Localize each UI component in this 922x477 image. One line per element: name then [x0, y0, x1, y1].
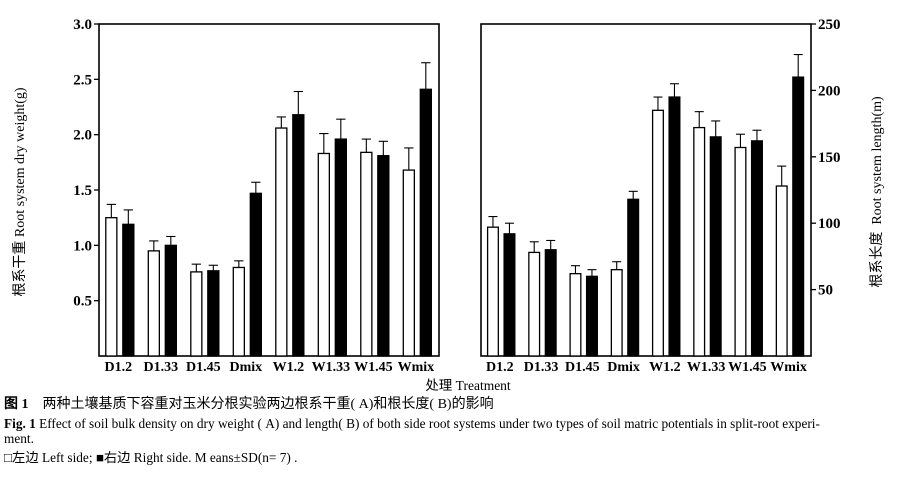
svg-text:1.5: 1.5	[73, 183, 92, 199]
svg-text:D1.45: D1.45	[186, 360, 221, 375]
svg-text:W1.2: W1.2	[273, 360, 305, 375]
svg-text:Dmix: Dmix	[607, 360, 640, 375]
svg-text:D1.33: D1.33	[144, 360, 179, 375]
svg-text:50: 50	[818, 283, 833, 299]
svg-text:Wmix: Wmix	[398, 360, 435, 375]
svg-text:D1.33: D1.33	[524, 360, 559, 375]
svg-text:W1.45: W1.45	[728, 360, 767, 375]
svg-text:根系干重 Root system dry weight(g): 根系干重 Root system dry weight(g)	[12, 87, 28, 297]
svg-text:100: 100	[818, 216, 841, 232]
svg-text:D1.2: D1.2	[486, 360, 514, 375]
svg-text:W1.2: W1.2	[649, 360, 681, 375]
svg-text:3.0: 3.0	[73, 17, 92, 33]
svg-text:Wmix: Wmix	[770, 360, 807, 375]
svg-text:200: 200	[818, 83, 841, 99]
svg-text:0.5: 0.5	[73, 294, 92, 310]
svg-text:Dmix: Dmix	[230, 360, 263, 375]
svg-text:D1.45: D1.45	[565, 360, 600, 375]
svg-text:2.5: 2.5	[73, 72, 92, 88]
svg-text:处理 Treatment: 处理 Treatment	[425, 378, 511, 393]
svg-text:W1.33: W1.33	[312, 360, 351, 375]
svg-text:D1.2: D1.2	[105, 360, 133, 375]
svg-text:根系长度 Root system length(m): 根系长度 Root system length(m)	[869, 96, 885, 288]
svg-text:1.0: 1.0	[73, 238, 92, 254]
svg-text:W1.45: W1.45	[354, 360, 393, 375]
svg-text:W1.33: W1.33	[687, 360, 726, 375]
svg-text:250: 250	[818, 17, 841, 33]
svg-text:150: 150	[818, 150, 841, 166]
svg-text:2.0: 2.0	[73, 128, 92, 144]
